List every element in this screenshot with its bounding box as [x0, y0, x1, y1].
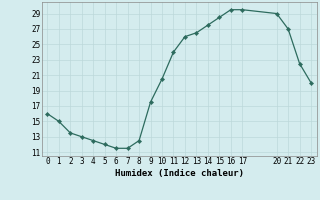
X-axis label: Humidex (Indice chaleur): Humidex (Indice chaleur)	[115, 169, 244, 178]
